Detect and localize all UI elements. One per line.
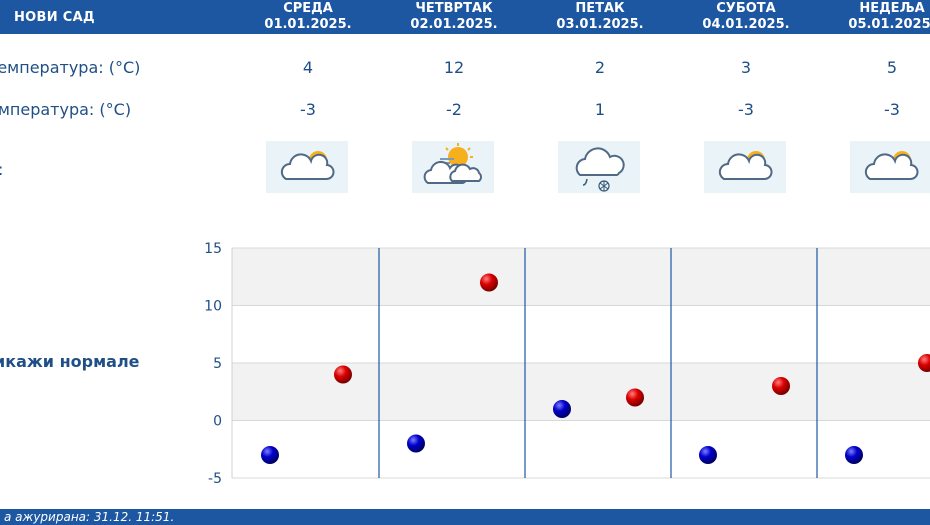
max-temp-point [918,354,930,372]
day-date: 04.01.2025. [702,17,790,32]
min-temp-label: емпература: (°C) [0,100,132,119]
max-temp-label: температура: (°C) [0,58,141,77]
y-tick-label: -5 [208,471,222,487]
min-temp-point [699,446,717,464]
forecast-header: НОВИ САД СРЕДА 01.01.2025. ЧЕТВРТАК 02.0… [0,0,930,34]
city-name: НОВИ САД [14,10,95,25]
min-temp-value: -2 [446,100,462,119]
cloud-snow-icon [558,141,640,193]
min-temp-value: 1 [594,100,606,119]
min-temp-point [553,400,571,418]
max-temp-point [334,365,352,384]
max-temp-value: 2 [594,58,606,77]
day-header: ЧЕТВРТАК 02.01.2025. [394,1,514,33]
temperature-chart: 15 10 5 0 -5 [204,241,930,487]
partly-cloudy-icon [704,141,786,193]
day-header: СРЕДА 01.01.2025. [248,1,368,33]
day-name: СРЕДА [283,1,333,16]
max-temp-value: 12 [443,58,465,77]
day-header: СУБОТА 04.01.2025. [686,1,806,33]
min-temp-value: -3 [884,100,900,119]
partly-cloudy-icon [850,141,930,193]
day-header: НЕДЕЉА 05.01.2025. [832,1,930,33]
y-tick-label: 0 [213,414,222,430]
day-name: ЧЕТВРТАК [415,1,493,16]
partly-sunny-icon [412,141,494,193]
min-temp-point [845,446,863,464]
weather-label: : [0,160,3,179]
day-date: 01.01.2025. [264,17,352,32]
min-temp-point [261,446,279,464]
day-date: 02.01.2025. [410,17,498,32]
y-tick-label: 5 [213,356,222,372]
partly-cloudy-icon [266,141,348,193]
show-normals-link[interactable]: икажи нормале [0,352,140,371]
max-temp-point [480,273,498,292]
max-temp-value: 5 [886,58,898,77]
max-temp-value: 3 [740,58,752,77]
last-updated: а ажурирана: 31.12. 11:51. [4,510,175,524]
day-date: 05.01.2025. [848,17,930,32]
max-temp-value: 4 [302,58,314,77]
min-temp-value: -3 [738,100,754,119]
max-temp-point [772,377,790,395]
y-tick-label: 15 [204,241,222,257]
day-header: ПЕТАК 03.01.2025. [540,1,660,33]
day-date: 03.01.2025. [556,17,644,32]
min-temp-value: -3 [300,100,316,119]
day-name: НЕДЕЉА [859,1,925,16]
y-tick-label: 10 [204,299,222,315]
day-name: СУБОТА [716,1,776,16]
day-name: ПЕТАК [575,1,625,16]
min-temp-point [407,434,425,453]
max-temp-point [626,388,644,407]
grid-band [232,248,930,306]
footer-bar: а ажурирана: 31.12. 11:51. [0,509,930,525]
